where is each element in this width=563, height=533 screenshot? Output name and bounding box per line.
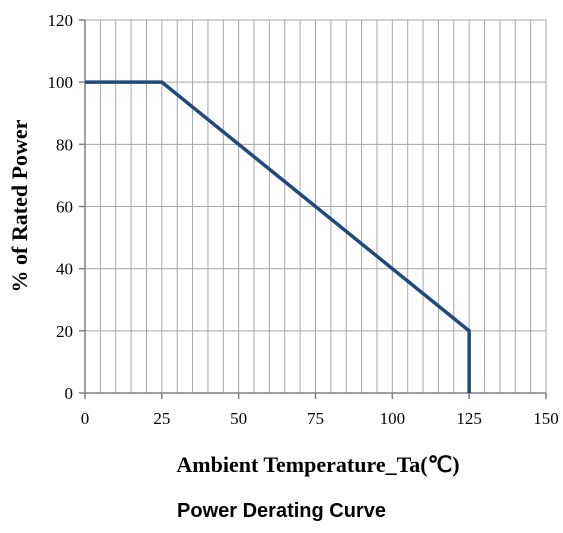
x-axis-label: Ambient Temperature_Ta(℃) [176, 452, 459, 477]
x-tick-label: 25 [153, 409, 170, 428]
plot-frame [79, 19, 547, 399]
y-tick-label: 20 [56, 322, 73, 341]
x-tick-label: 50 [230, 409, 247, 428]
y-tick-label: 100 [48, 73, 74, 92]
x-tick-label: 125 [456, 409, 482, 428]
y-tick-label: 120 [48, 11, 74, 30]
x-tick-label: 100 [380, 409, 406, 428]
x-tick-label: 75 [307, 409, 324, 428]
series-line [85, 80, 471, 393]
chart-caption: Power Derating Curve [177, 500, 386, 522]
y-tick-labels: 0 20 40 60 80 100 120 [48, 11, 74, 403]
y-tick-label: 40 [56, 260, 73, 279]
y-tick-label: 80 [56, 135, 73, 154]
y-tick-label: 60 [56, 198, 73, 217]
x-tick-labels: 0 25 50 75 100 125 150 [81, 409, 559, 428]
y-axis-label: % of Rated Power [7, 119, 32, 292]
series-group [85, 80, 471, 393]
x-tick-label: 150 [533, 409, 559, 428]
x-tick-label: 0 [81, 409, 90, 428]
y-tick-label: 0 [65, 384, 74, 403]
derating-chart: 0 25 50 75 100 125 150 0 20 40 60 80 100 120 Ambient… [7, 11, 559, 477]
